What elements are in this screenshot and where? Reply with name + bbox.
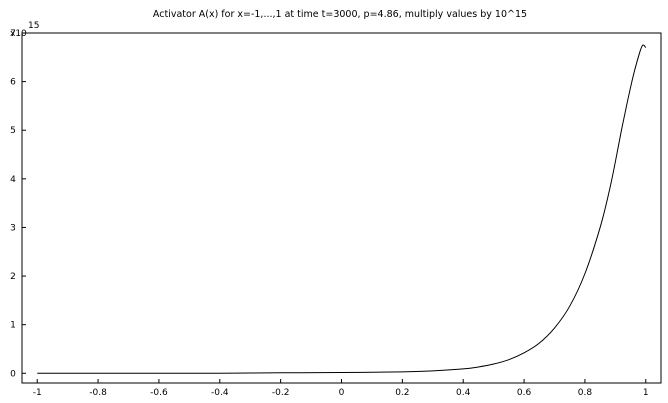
x-tick-label: 0.2 [395,388,409,398]
x-axis: -1 -0.8 -0.6 -0.4 -0.2 0 0.2 0.4 0.6 0.8 1 [33,379,649,398]
x-tick-label: 0.6 [517,388,532,398]
x-tick-label: -1 [33,388,42,398]
y-tick-label: 5 [10,126,16,136]
y-multiplier-base: x10 [10,29,27,39]
y-tick-label: 4 [10,175,16,185]
chart-title: Activator A(x) for x=-1,...,1 at time t=… [153,9,527,20]
series-line [37,44,647,374]
y-multiplier-label: x10 15 [10,21,39,39]
y-tick-label: 3 [10,223,16,233]
x-tick-label: 0 [339,388,345,398]
y-tick-label: 7 [10,29,16,39]
y-axis: 0 1 2 3 4 5 6 7 [10,29,26,379]
y-multiplier-exponent: 15 [28,21,39,31]
y-tick-label: 6 [10,78,16,88]
x-tick-label: -0.2 [272,388,290,398]
y-tick-label: 2 [10,272,16,282]
x-tick-label: 0.4 [456,388,471,398]
y-tick-label: 1 [10,321,16,331]
x-tick-label: -0.4 [211,388,229,398]
y-tick-label: 0 [10,369,16,379]
series-layer [37,44,647,374]
plot-frame [21,32,662,384]
x-tick-label: 0.8 [578,388,593,398]
x-tick-label: -0.8 [89,388,107,398]
x-tick-label: -0.6 [150,388,168,398]
x-tick-label: 1 [643,388,649,398]
